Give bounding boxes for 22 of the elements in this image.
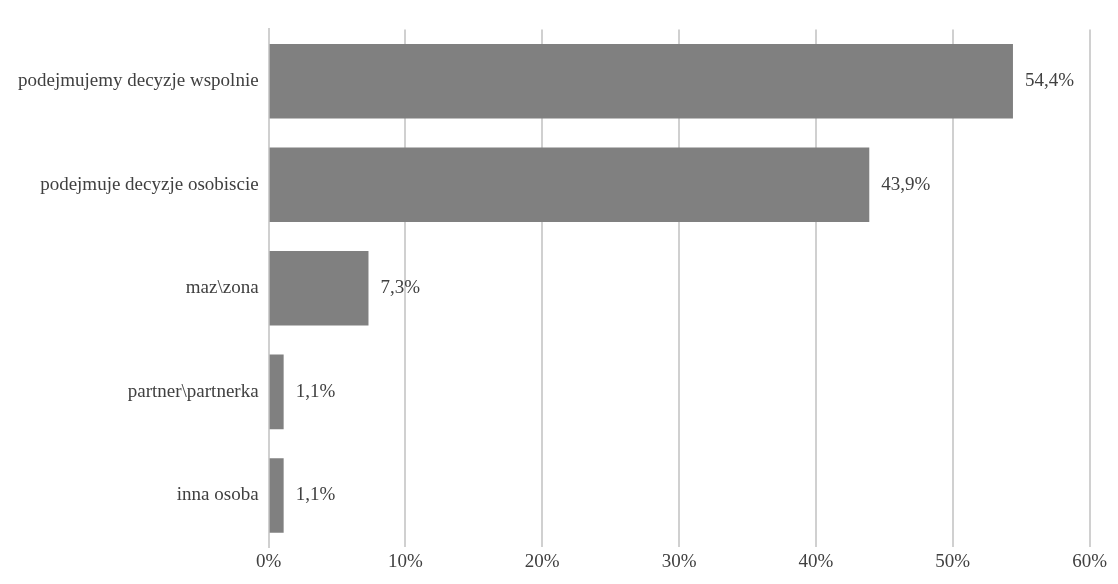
bar: [269, 354, 284, 430]
y-tick-label: maz\zona: [185, 276, 260, 298]
data-label: 1,1%: [295, 379, 336, 401]
y-tick-label: partner\partnerka: [127, 379, 260, 401]
bar: [269, 458, 284, 533]
data-label: 7,3%: [380, 276, 421, 298]
data-label: 54,4%: [1024, 69, 1075, 91]
data-label: 43,9%: [881, 172, 931, 194]
bar: [269, 43, 1013, 119]
y-tick-label: podejmuje decyzje osobiscie: [40, 172, 259, 194]
x-tick-label: 10%: [388, 549, 424, 571]
y-tick-label: inna osoba: [176, 483, 260, 505]
x-tick-label: 40%: [798, 549, 834, 571]
data-label: 1,1%: [295, 483, 336, 505]
x-tick-label: 60%: [1072, 549, 1108, 571]
x-tick-label: 0%: [255, 549, 282, 571]
x-tick-label: 30%: [661, 549, 697, 571]
x-tick-label: 50%: [935, 549, 971, 571]
y-tick-label: podejmujemy decyzje wspolnie: [17, 69, 259, 91]
bar: [269, 147, 870, 223]
x-tick-label: 20%: [524, 549, 560, 571]
bar: [269, 251, 369, 326]
